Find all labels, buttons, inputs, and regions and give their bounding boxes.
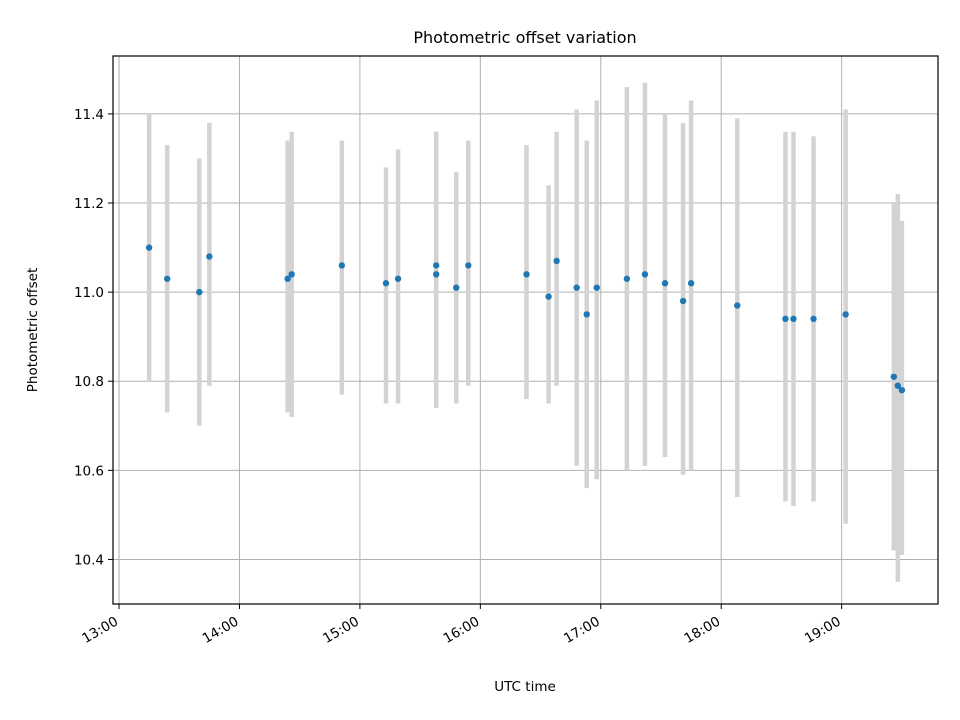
data-point [687,280,695,287]
data-point [545,293,552,300]
y-tick-label: 10.8 [74,374,104,390]
data-point [288,271,295,278]
data-point [196,288,203,296]
data-point [523,271,530,278]
data-point [465,262,472,269]
data-point [573,284,580,291]
data-point [284,275,291,282]
chart-title: Photometric offset variation [413,28,636,47]
x-axis-label: UTC time [494,679,556,695]
data-point [661,280,669,287]
data-point [145,244,153,251]
data-point [898,386,906,394]
data-point [394,275,402,282]
data-point [679,297,687,305]
y-tick-label: 11.4 [74,107,104,123]
data-point [583,311,590,318]
y-tick-label: 11.2 [74,196,104,212]
data-point [641,271,649,278]
data-point [206,253,213,260]
data-point [890,373,898,380]
y-axis-ticks: 10.4 10.6 10.8 11.0 11.2 11.4 [74,107,113,568]
data-point [593,284,600,291]
data-point [782,315,789,323]
data-point [432,262,440,269]
data-point [163,275,171,282]
plot-frame [112,55,939,605]
data-point [338,262,346,269]
y-tick-label: 10.4 [74,552,104,568]
data-point [453,284,460,291]
y-tick-label: 11.0 [74,285,104,301]
data-point [623,275,631,282]
y-axis-label: Photometric offset [25,268,41,392]
data-point [894,382,902,389]
data-point [734,302,741,309]
data-point [790,315,797,323]
data-points [145,244,906,394]
data-point [382,280,390,287]
y-tick-label: 10.6 [74,463,104,479]
data-point [553,257,560,265]
data-point [810,315,817,323]
data-point [842,311,849,318]
data-point [432,271,440,278]
